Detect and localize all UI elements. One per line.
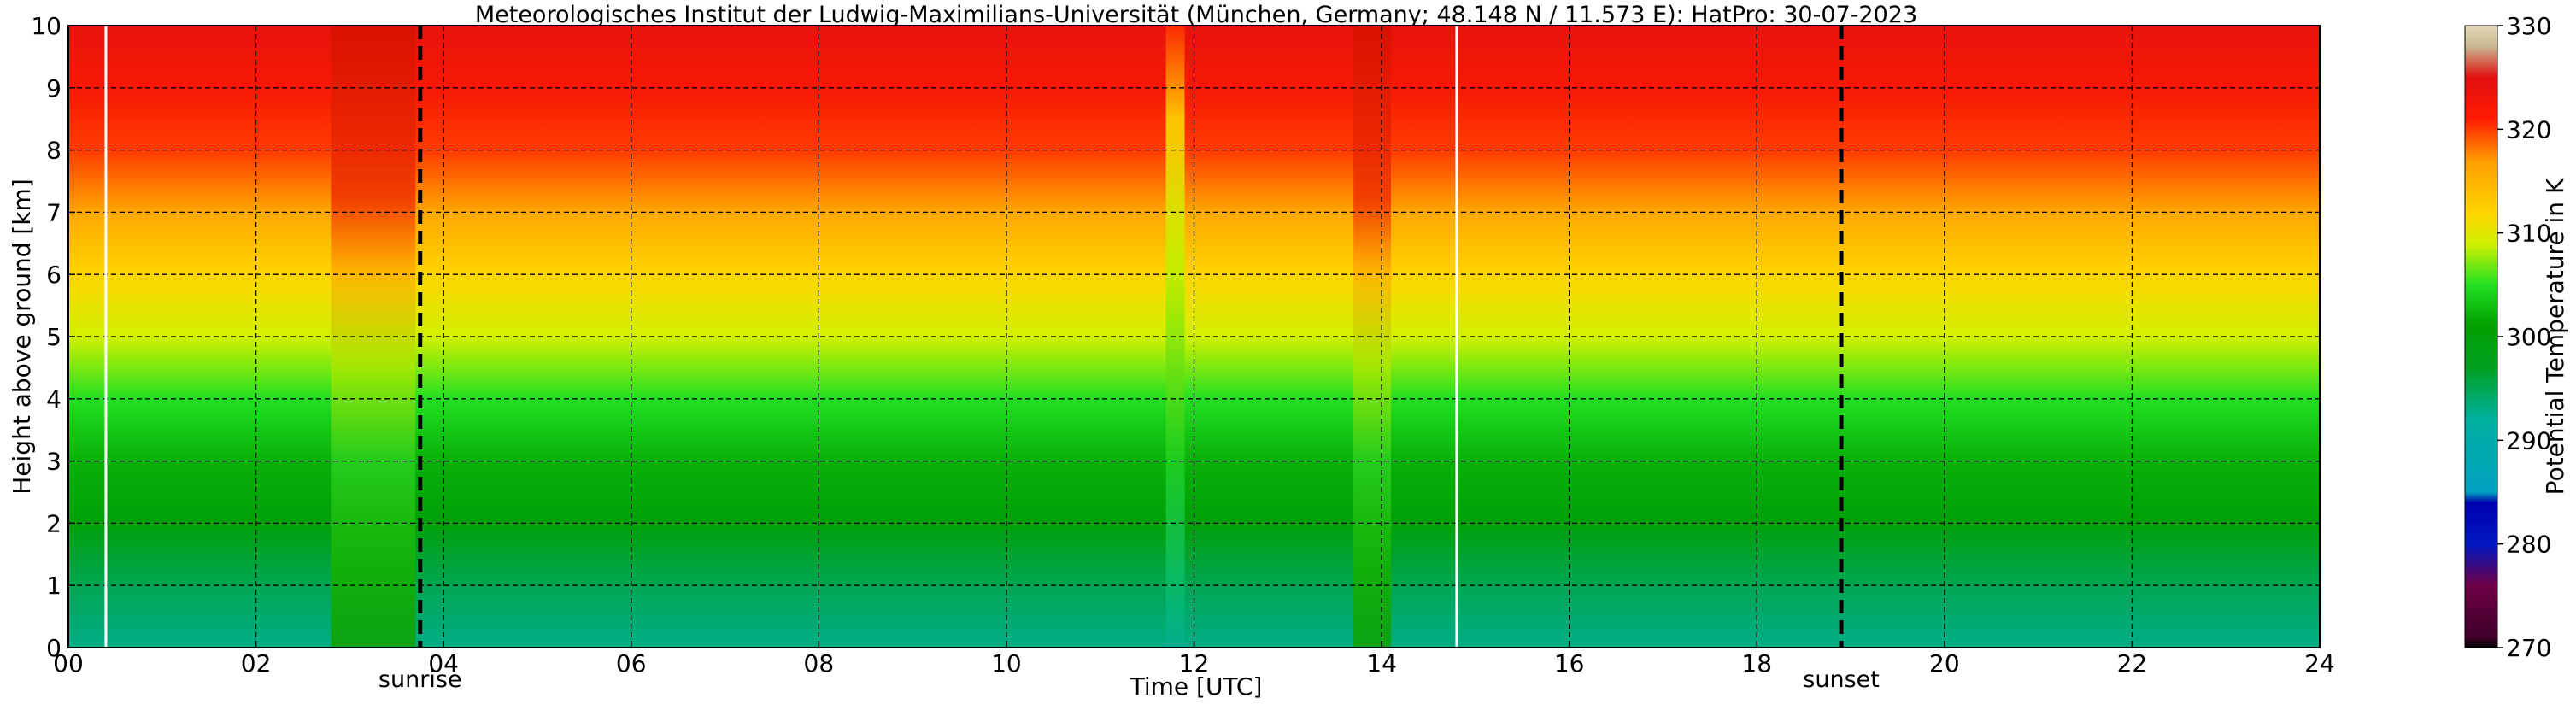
sunrise-label: sunrise [378,666,462,693]
colorbar-tick-label: 270 [2506,634,2551,662]
x-tick-label: 20 [1929,649,1960,678]
x-tick-label: 24 [2304,649,2335,678]
y-tick-label: 9 [46,74,62,103]
x-axis-ticks: 00 02 04 06 08 10 12 14 16 18 20 22 24 [53,641,2335,678]
x-tick-label: 08 [804,649,835,678]
chart-title: Meteorologisches Institut der Ludwig-Max… [475,2,1917,28]
y-axis-label: Height above ground [km] [8,179,36,495]
plot-area [68,26,2320,648]
colorbar-label: Potential Temperature in K [2541,178,2569,495]
y-tick-label: 8 [46,137,62,165]
colorbar-tick-label: 290 [2506,426,2551,455]
y-tick-label: 1 [46,572,62,600]
x-tick-label: 12 [1179,649,1210,678]
x-tick-label: 18 [1741,649,1772,678]
event-layer [418,26,1844,648]
colorbar-tick-label: 310 [2506,220,2551,248]
colorbar-tick-label: 300 [2506,323,2551,351]
y-axis-ticks: 0 1 2 3 4 5 6 7 8 9 10 [31,12,75,662]
y-tick-label: 10 [31,12,62,40]
colorbar-tick-label: 330 [2506,12,2551,40]
y-tick-label: 0 [46,634,62,662]
x-tick-label: 00 [53,649,84,678]
x-axis-label: Time [UTC] [1130,672,1263,701]
gap-layer [104,26,1458,648]
x-tick-label: 04 [428,649,459,678]
x-tick-label: 22 [2117,649,2148,678]
sunset-label: sunset [1803,666,1880,693]
colorbar [2464,25,2498,648]
colorbar-ticks: 270 280 290 300 310 320 330 [2497,12,2551,662]
grid-layer [68,26,2320,648]
y-tick-label: 3 [46,448,62,476]
x-tick-label: 02 [241,649,272,678]
x-tick-label: 14 [1366,649,1397,678]
y-tick-label: 2 [46,509,62,537]
colorbar-tick-label: 280 [2506,531,2551,559]
event-labels: sunrise sunset [378,666,1880,693]
x-tick-label: 06 [616,649,647,678]
colorbar-tick-label: 320 [2506,115,2551,144]
y-tick-label: 7 [46,198,62,226]
y-tick-label: 6 [46,261,62,289]
x-tick-label: 16 [1554,649,1585,678]
y-tick-label: 5 [46,323,62,351]
x-tick-label: 10 [991,649,1022,678]
y-tick-label: 4 [46,385,62,414]
